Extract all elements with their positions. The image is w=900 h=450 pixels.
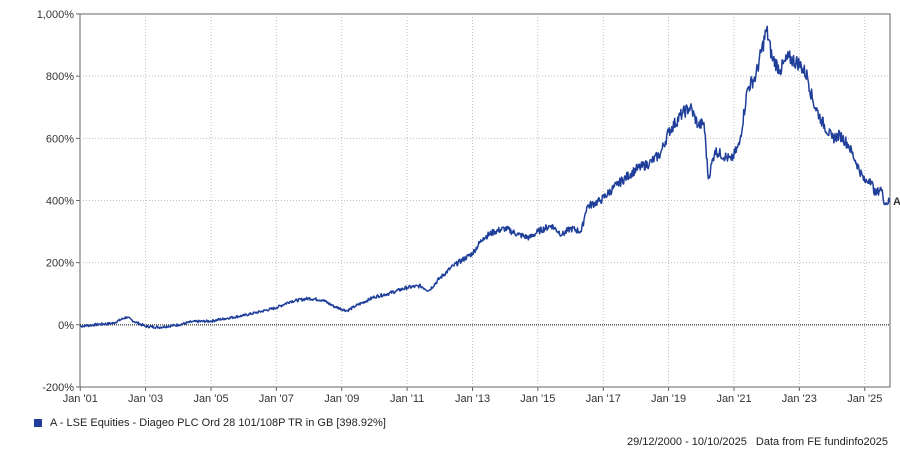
line-chart: -200% 0% 200% 400% 600% 800% 1,000% Jan '01 Jan … (37, 9, 900, 405)
series-layer: A (79, 25, 900, 330)
x-tick-label: Jan '19 (651, 393, 686, 405)
legend-label: A - LSE Equities - Diageo PLC Ord 28 101… (50, 417, 386, 429)
x-tick-label: Jan '25 (847, 393, 882, 405)
y-tick-label: 600% (46, 133, 74, 145)
y-tick-label: 800% (46, 71, 74, 83)
x-tick-label: Jan '01 (63, 393, 98, 405)
date-range: 29/12/2000 - 10/10/2025 (626, 436, 747, 448)
x-tick-label: Jan '07 (259, 393, 294, 405)
x-tick-label: Jan '15 (520, 393, 555, 405)
legend-swatch (34, 419, 42, 427)
x-tick-label: Jan '23 (782, 393, 817, 405)
x-tick-label: Jan '13 (455, 393, 490, 405)
y-tick-label: 200% (46, 258, 74, 270)
legend: A - LSE Equities - Diageo PLC Ord 28 101… (34, 417, 386, 429)
y-tick-label: 0% (58, 320, 74, 332)
footer: 29/12/2000 - 10/10/2025 Data from FE fun… (627, 436, 888, 448)
axes: -200% 0% 200% 400% 600% 800% 1,000% Jan '01 Jan … (37, 9, 883, 405)
y-tick-label: -200% (42, 382, 74, 394)
series-line (79, 25, 891, 330)
series-end-label: A (893, 196, 900, 208)
x-tick-label: Jan '21 (716, 393, 751, 405)
x-tick-label: Jan '11 (390, 393, 424, 405)
x-tick-label: Jan '17 (586, 393, 621, 405)
y-tick-label: 1,000% (37, 9, 75, 21)
x-tick-label: Jan '05 (193, 393, 228, 405)
x-tick-label: Jan '09 (324, 393, 359, 405)
grid (79, 13, 891, 388)
x-tick-label: Jan '03 (128, 393, 163, 405)
data-source: Data from FE fundinfo2025 (755, 436, 888, 448)
y-tick-label: 400% (46, 196, 74, 208)
